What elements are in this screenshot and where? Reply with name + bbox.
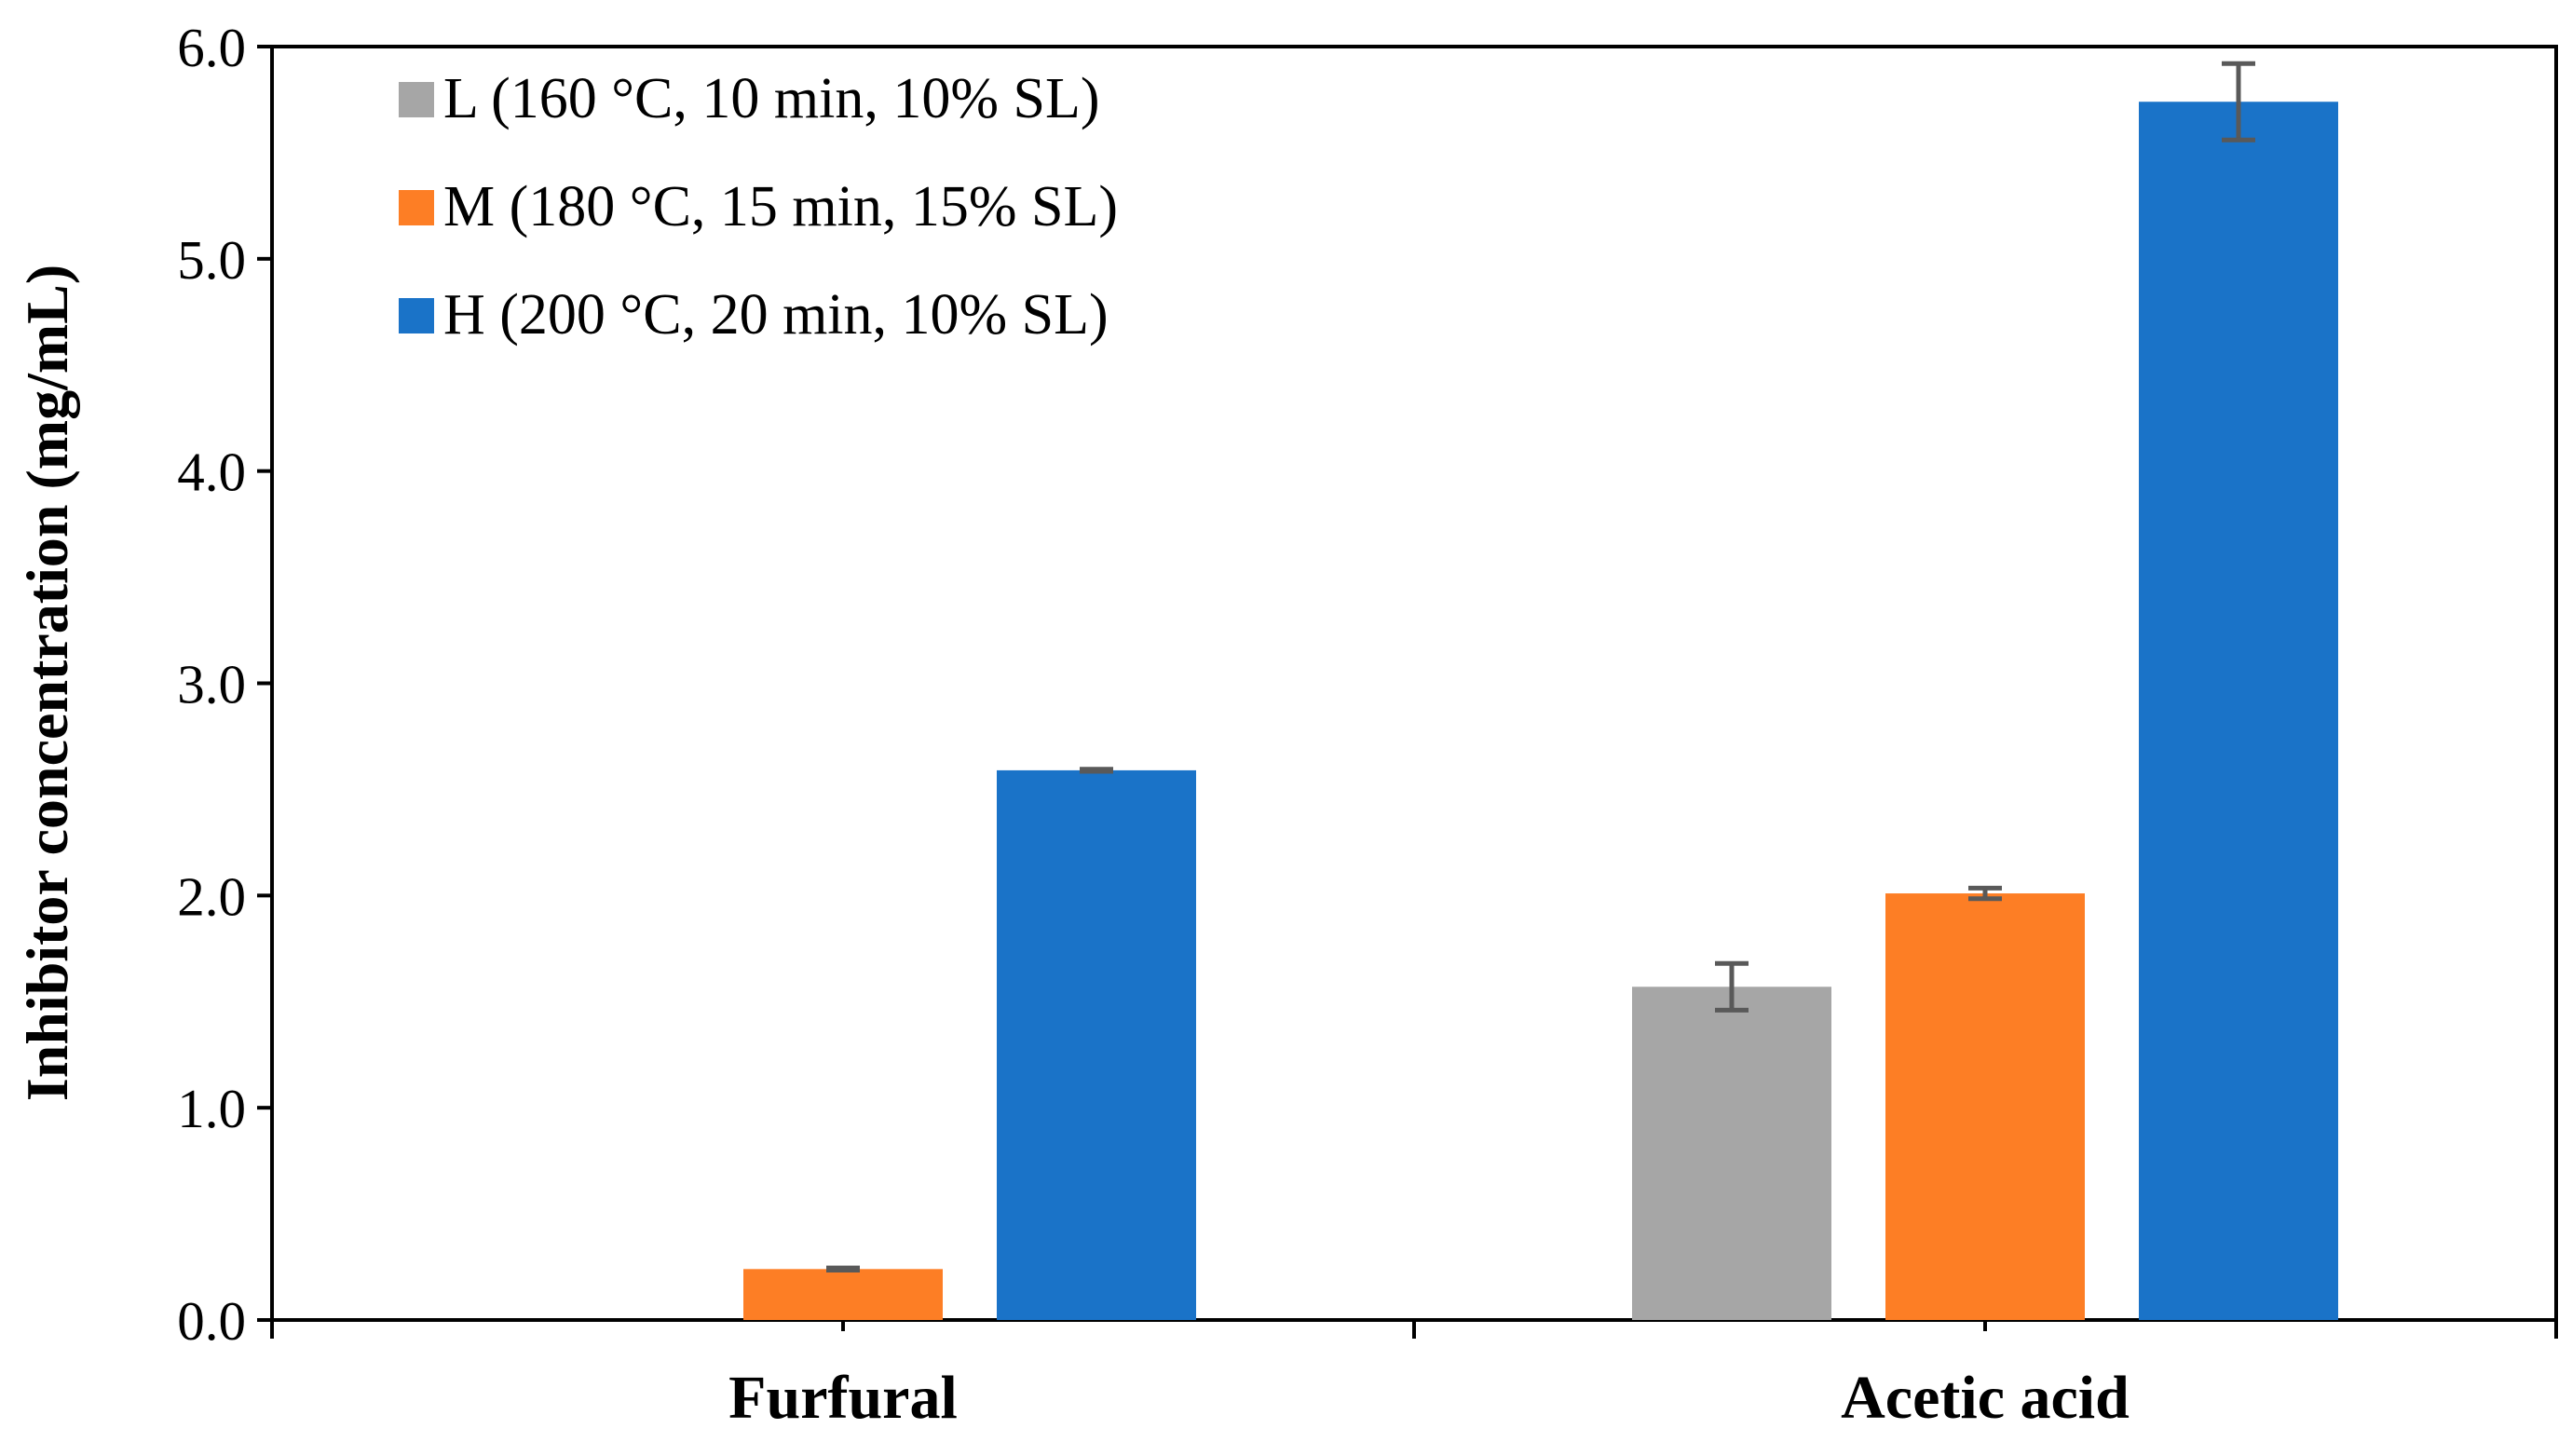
bar [2139, 102, 2338, 1320]
y-tick-label: 6.0 [177, 17, 246, 78]
x-category-label: Furfural [728, 1364, 958, 1432]
y-tick-label: 0.0 [177, 1290, 246, 1352]
y-tick-label: 4.0 [177, 442, 246, 503]
bar [743, 1269, 943, 1320]
error-bars-layer [826, 61, 2255, 1272]
legend-label: M (180 °C, 15 min, 15% SL) [443, 175, 1118, 238]
x-category-label: Acetic acid [1841, 1364, 2130, 1432]
legend-label: L (160 °C, 10 min, 10% SL) [443, 67, 1099, 130]
legend-swatch [399, 298, 434, 333]
y-tick-label: 5.0 [177, 229, 246, 291]
bar [1885, 893, 2085, 1320]
y-axis: 0.0 1.0 2.0 3.0 4.0 5.0 6.0 [177, 17, 272, 1352]
bar [997, 769, 1196, 1320]
bar [1632, 987, 1831, 1320]
y-tick-label: 3.0 [177, 654, 246, 715]
legend: L (160 °C, 10 min, 10% SL) M (180 °C, 15 … [399, 67, 1118, 347]
y-tick-label: 2.0 [177, 865, 246, 927]
y-axis-title: Inhibitor concentration (mg/mL) [14, 265, 80, 1101]
legend-swatch [399, 190, 434, 225]
bars-layer [743, 102, 2338, 1320]
y-tick-label: 1.0 [177, 1078, 246, 1139]
legend-swatch [399, 82, 434, 117]
legend-label: H (200 °C, 20 min, 10% SL) [443, 283, 1109, 347]
x-axis: Furfural Acetic acid [270, 1320, 2558, 1432]
